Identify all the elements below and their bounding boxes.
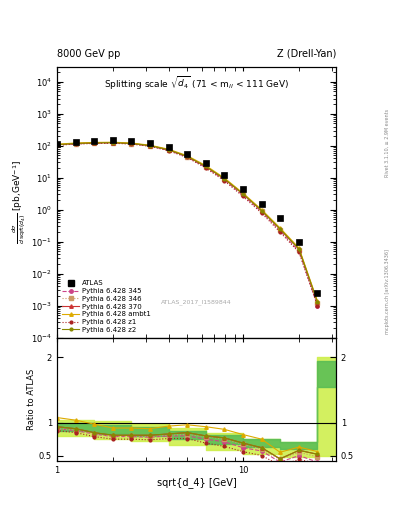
Text: ATLAS_2017_I1589844: ATLAS_2017_I1589844	[161, 300, 232, 305]
Y-axis label: $\frac{d\sigma}{d\,\mathrm{sqrt}(d_4)}$ [pb,GeV$^{-1}$]: $\frac{d\sigma}{d\,\mathrm{sqrt}(d_4)}$ …	[11, 160, 28, 244]
Text: Rivet 3.1.10, ≥ 2.9M events: Rivet 3.1.10, ≥ 2.9M events	[385, 109, 390, 178]
Text: 8000 GeV pp: 8000 GeV pp	[57, 49, 120, 59]
Text: Splitting scale $\sqrt{d_4}$ (71 < m$_{ll}$ < 111 GeV): Splitting scale $\sqrt{d_4}$ (71 < m$_{l…	[104, 75, 289, 92]
Text: Z (Drell-Yan): Z (Drell-Yan)	[277, 49, 336, 59]
X-axis label: sqrt{d_4} [GeV]: sqrt{d_4} [GeV]	[157, 477, 236, 488]
Text: mcplots.cern.ch [arXiv:1306.3436]: mcplots.cern.ch [arXiv:1306.3436]	[385, 249, 390, 334]
Y-axis label: Ratio to ATLAS: Ratio to ATLAS	[27, 369, 36, 430]
Legend: ATLAS, Pythia 6.428 345, Pythia 6.428 346, Pythia 6.428 370, Pythia 6.428 ambt1,: ATLAS, Pythia 6.428 345, Pythia 6.428 34…	[61, 279, 152, 334]
